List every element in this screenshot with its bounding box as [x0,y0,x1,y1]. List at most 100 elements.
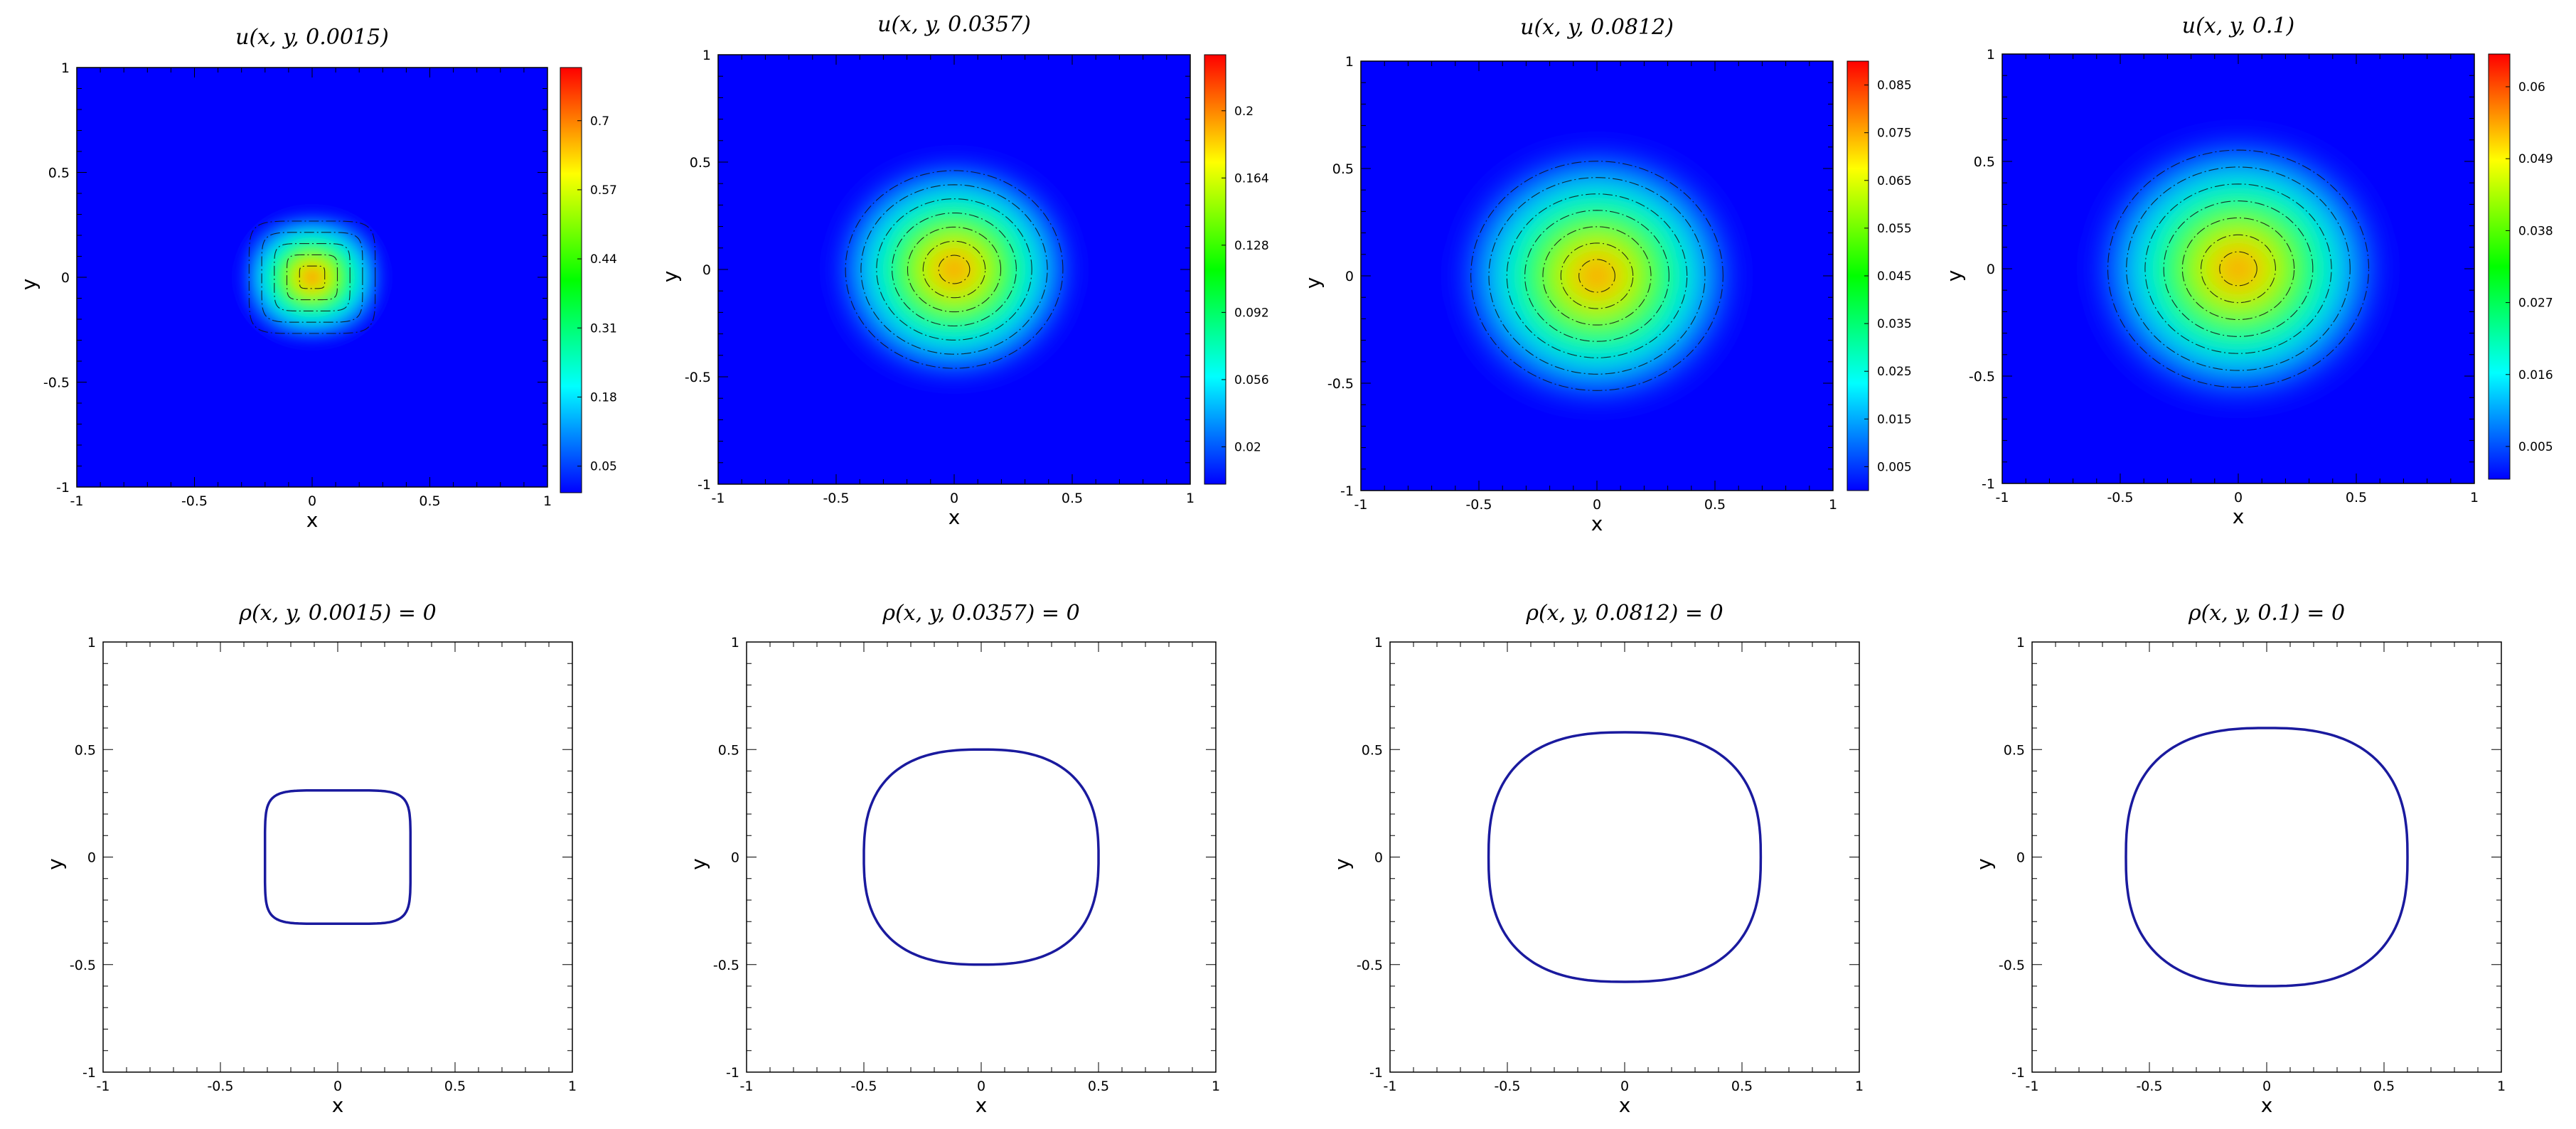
heatmap-2-field [836,162,1072,377]
heatmap-2-colorbar-tick-label: 0.02 [1234,440,1261,454]
level-set-2-title: ρ(x, y, 0.0357) = 0 [882,601,1079,626]
level-set-1-title: ρ(x, y, 0.0015) = 0 [238,601,436,626]
level-set-1-ytick-label: 1 [87,635,96,651]
heatmap-4-contour-line [2107,149,2370,388]
heatmap-3-ytick-label: -1 [1340,483,1354,499]
heatmap-3-colorbar-tick-label: 0.055 [1877,222,1912,236]
level-set-4-plot-frame [2031,641,2502,1073]
heatmap-3-xtick-label: 0 [1593,497,1601,513]
level-set-4-xtick-label: -0.5 [2136,1079,2162,1094]
heatmap-4-ytick-label: 0 [1987,262,1995,277]
level-set-2-ytick-label: -0.5 [713,958,739,973]
heatmap-1-colorbar-tick-label: 0.05 [590,460,617,474]
heatmap-2-colorbar-tick-label: 0.056 [1234,373,1269,387]
heatmap-4-contour-line [2219,251,2257,287]
level-set-2-ytick-label: -1 [726,1065,739,1081]
heatmap-2-colorbar-tick-label: 0.164 [1234,171,1269,186]
level-set-4-xtick-label: 1 [2497,1079,2506,1094]
heatmap-2-xtick-label: 0.5 [1062,491,1083,506]
heatmap-1-xtick-label: 0.5 [419,493,440,509]
level-set-3-xtick-label: -1 [1384,1079,1397,1094]
level-set-3-ytick-label: 0.5 [1362,742,1383,758]
level-set-2: -1 -0.5 0 0.5 1 -1 -0.5 0 0.5 1 x y ρ(x, y, 0.0357) … [687,601,1220,1117]
level-set-1-ytick-label: 0.5 [75,742,96,758]
level-set-4-ytick-label: 1 [2016,635,2025,651]
heatmap-3-colorbar-tick-label: 0.045 [1877,269,1912,284]
level-set-2-xtick-label: 0.5 [1088,1079,1109,1094]
heatmap-4-field [2096,139,2380,398]
heatmap-3-contour-line [1506,193,1688,358]
level-set-1-ytick-label: 0 [87,850,96,866]
heatmap-3-colorbar-tick-label: 0.025 [1877,365,1912,379]
heatmap-1-colorbar-tick-label: 0.31 [590,321,617,336]
heatmap-4-ytick-label: -0.5 [1969,369,1995,385]
heatmap-1: -1 -0.5 0 0.5 1 -1 -0.5 0 0.5 1 x y u(x, y, 0.0015) 0… [17,25,617,532]
heatmap-2-xtick-label: 0 [950,491,958,506]
heatmap-3-xtick-label: -1 [1354,497,1368,513]
heatmap-4-contour-line [2126,166,2351,371]
heatmap-3-yaxis-label: y [1301,277,1325,289]
level-set-1: -1 -0.5 0 0.5 1 -1 -0.5 0 0.5 1 x y ρ(x, y, 0.0015) … [43,601,577,1117]
heatmap-4-colorbar-tick-label: 0.06 [2518,80,2545,95]
heatmap-3-xtick-label: 1 [1829,497,1837,513]
heatmap-2-title: u(x, y, 0.0357) [877,12,1031,37]
heatmap-1-colorbar [560,67,582,493]
heatmap-4-colorbar-tick-label: 0.027 [2518,296,2553,311]
heatmap-4-xaxis-label: x [2233,505,2245,528]
heatmap-1-xtick-label: -0.5 [181,493,208,509]
heatmap-3-colorbar-tick-label: 0.005 [1877,460,1912,474]
heatmap-4-colorbar-tick-label: 0.016 [2518,368,2553,382]
heatmap-4-contour-line [2144,183,2332,354]
heatmap-4-yaxis-label: y [1942,270,1966,282]
heatmap-3-ytick-label: 1 [1345,54,1354,70]
level-set-3-curve [1487,731,1763,983]
heatmap-1-colorbar-tick-label: 0.57 [590,183,617,198]
heatmap-1-contour-line [261,232,363,323]
level-set-1-yaxis-label: y [43,858,67,870]
level-set-2-xtick-label: 0 [977,1079,985,1094]
heatmap-2-contour-line [922,240,986,299]
heatmap-1-xtick-label: 0 [308,493,316,509]
heatmap-4-contour-line [2201,234,2276,304]
heatmap-2-contour-line [845,170,1064,369]
level-set-4-xaxis-label: x [2261,1093,2273,1117]
heatmap-2-colorbar [1204,54,1226,485]
level-set-1-xtick-label: 0 [333,1079,342,1094]
level-set-4-ytick-label: 0.5 [2004,742,2025,758]
heatmap-3-ytick-label: -0.5 [1327,376,1354,392]
heatmap-1-ytick-label: -0.5 [43,375,70,391]
level-set-3-ytick-label: -0.5 [1357,958,1383,973]
heatmap-1-xtick-label: -1 [70,493,84,509]
level-set-1-xtick-label: -0.5 [207,1079,233,1094]
level-set-3-yaxis-label: y [1330,858,1354,870]
level-set-3-plot-frame [1389,641,1860,1073]
level-set-3-ytick-label: 1 [1374,635,1383,651]
heatmap-3-contour-line [1524,210,1669,342]
level-set-2-yaxis-label: y [687,858,710,870]
heatmap-4-colorbar-tick-label: 0.005 [2518,440,2553,454]
level-set-3-xaxis-label: x [1619,1093,1631,1117]
heatmap-2-xtick-label: -1 [712,491,725,506]
heatmap-1-xaxis-label: x [306,508,319,532]
level-set-4-ytick-label: 0 [2016,850,2025,866]
heatmap-3-contour-line [1470,161,1723,391]
heatmap-2-ytick-label: -1 [698,477,711,493]
heatmap-2-contour-line [876,198,1032,341]
level-set-2-ytick-label: 1 [731,635,739,651]
heatmap-4-contour-line [2181,217,2295,321]
heatmap-3-title: u(x, y, 0.0812) [1520,15,1674,40]
heatmap-4-title: u(x, y, 0.1) [2182,14,2294,38]
level-set-2-plot-frame [746,641,1217,1073]
heatmap-3-colorbar-tick-label: 0.065 [1877,174,1912,188]
level-set-2-ytick-label: 0 [731,850,739,866]
level-set-3-xtick-label: 0.5 [1731,1079,1753,1094]
heatmap-3-ytick-label: 0.5 [1332,161,1354,177]
level-set-2-xtick-label: -0.5 [850,1079,877,1094]
heatmap-2-xtick-label: 1 [1186,491,1195,506]
heatmap-2-colorbar-tick-label: 0.2 [1234,105,1254,119]
heatmap-3-contour-line [1488,177,1706,375]
heatmap-2-contour-line [938,255,971,284]
level-set-1-xtick-label: -1 [97,1079,110,1094]
level-set-3-xtick-label: 0 [1620,1079,1629,1094]
level-set-4-xtick-label: 0 [2262,1079,2271,1094]
